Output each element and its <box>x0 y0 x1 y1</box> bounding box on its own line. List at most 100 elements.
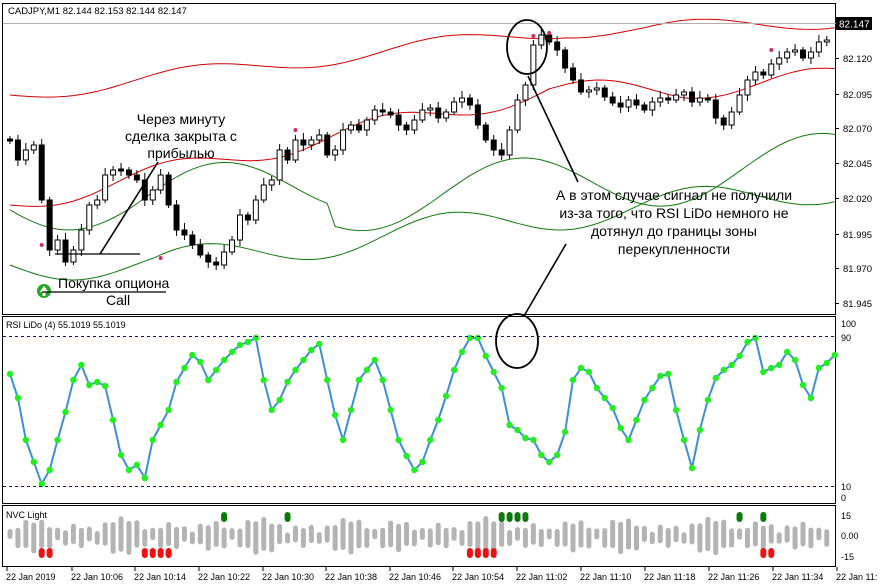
nvc-bar <box>570 523 576 553</box>
nvc-oversold-marker <box>157 548 164 558</box>
rsi-point <box>435 416 442 424</box>
candle-body <box>324 134 331 156</box>
rsi-point <box>371 356 378 364</box>
no-signal-pointer-bottom <box>523 243 567 317</box>
rsi-point <box>38 480 45 488</box>
candle-body <box>419 109 426 121</box>
rsi-point <box>212 366 220 374</box>
nvc-bar <box>269 523 275 553</box>
rsi-point <box>593 384 601 392</box>
rsi-point <box>546 458 553 466</box>
nvc-bar <box>181 526 187 542</box>
nvc-bar <box>808 527 814 549</box>
time-axis-label: 22 Jan 10:22 <box>198 572 250 582</box>
nvc-overbought-marker <box>522 512 529 522</box>
candle-body <box>165 174 172 206</box>
rsi-point <box>284 378 291 386</box>
candle-body <box>332 149 339 156</box>
time-axis-label: 22 Jan 11: <box>836 572 877 582</box>
nvc-bar <box>31 522 37 554</box>
candle-body <box>94 199 101 206</box>
rsi-point <box>649 384 656 392</box>
nvc-bar <box>681 532 687 544</box>
candle-body <box>141 179 148 201</box>
nvc-oversold-marker <box>165 548 172 558</box>
nvc-bar <box>388 520 394 548</box>
rsi-point <box>696 426 704 434</box>
rsi-point <box>577 364 585 372</box>
rsi-point <box>672 406 680 414</box>
time-axis-label: 22 Jan 11:10 <box>580 572 631 582</box>
candle-body <box>102 174 109 201</box>
nvc-bar <box>554 529 560 547</box>
nvc-bar <box>285 532 291 544</box>
price-highlight-ellipse <box>506 19 548 75</box>
no-signal-line-1: А в этом случае сигнал не получили <box>556 187 792 203</box>
rsi-point <box>197 358 204 366</box>
price-axis-label: 82.070 <box>843 124 872 135</box>
rsi-point <box>133 461 141 469</box>
candle-body <box>744 79 751 96</box>
nvc-axis-label: 0.00 <box>841 531 859 541</box>
rsi-point <box>70 376 77 384</box>
candle-body <box>800 49 806 59</box>
nvc-bar <box>507 530 513 546</box>
rsi-title: RSI LiDo (4) 55.1019 55.1019 <box>6 320 126 330</box>
nvc-bar <box>618 521 624 555</box>
rsi-point <box>339 436 347 444</box>
candle-body <box>784 51 791 59</box>
call-label: Call <box>106 292 130 308</box>
candle-body <box>696 97 703 103</box>
candle-body <box>633 99 640 106</box>
candle-body <box>760 71 767 76</box>
candle-body <box>546 34 553 43</box>
rsi-point <box>490 368 497 376</box>
rsi-point <box>94 378 101 386</box>
signal-dot <box>293 128 298 132</box>
candle-body <box>538 34 545 46</box>
price-axis-label: 82.120 <box>843 54 872 65</box>
rsi-point <box>633 416 640 424</box>
nvc-bar <box>39 519 45 549</box>
price-panel-frame <box>2 3 836 315</box>
rsi-axis-label: 0 <box>841 493 846 503</box>
nvc-bar <box>166 522 172 546</box>
candle-body <box>14 139 21 161</box>
nvc-bar <box>451 527 457 541</box>
candle-body <box>300 139 307 146</box>
nvc-overbought-marker <box>736 512 743 522</box>
rsi-point <box>442 392 450 400</box>
candle-body <box>641 104 648 111</box>
signal-dot <box>158 256 163 260</box>
nvc-bar <box>705 516 711 552</box>
rsi-point <box>165 406 172 414</box>
candle-body <box>189 234 196 246</box>
candle-body <box>363 119 370 131</box>
price-axis-label: 82.020 <box>843 194 872 205</box>
candle-body <box>340 129 347 151</box>
candle-body <box>371 109 378 121</box>
current-price-tag <box>836 17 872 30</box>
rsi-point <box>482 352 489 360</box>
candle-body <box>490 139 497 151</box>
candle-body <box>244 214 251 221</box>
rsi-point <box>244 338 252 346</box>
rsi-point <box>395 436 402 444</box>
candles-group <box>7 28 830 270</box>
symbol-header: CADJPY,M1 82.144 82.153 82.144 82.147 <box>8 6 187 17</box>
nvc-panel-frame <box>2 505 836 567</box>
candle-body <box>451 101 458 113</box>
price-axis-label: 81.945 <box>843 299 872 310</box>
rsi-point <box>688 464 696 472</box>
candle-body <box>593 87 600 91</box>
nvc-bar <box>300 528 306 548</box>
rsi-point <box>704 396 712 404</box>
price-axis-label: 82.095 <box>843 90 872 101</box>
time-axis-label: 22 Jan 2019 <box>6 572 56 582</box>
rsi-panel-frame <box>2 316 836 504</box>
candle-body <box>585 89 592 93</box>
rsi-point <box>292 366 299 374</box>
nvc-bar <box>221 527 227 549</box>
